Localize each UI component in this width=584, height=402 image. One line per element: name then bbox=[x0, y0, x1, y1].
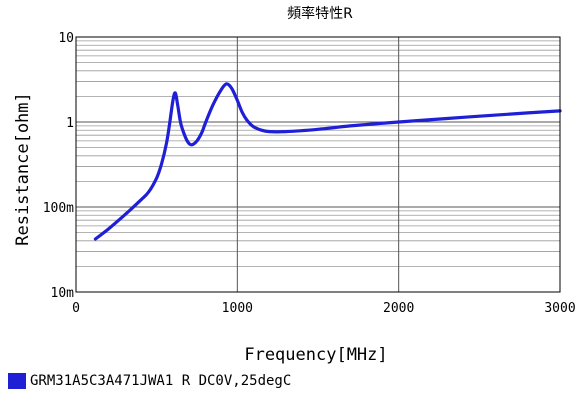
plot-frame bbox=[75, 36, 561, 293]
y-axis-label: Resistance[ohm] bbox=[13, 92, 33, 246]
legend-label: GRM31A5C3A471JWA1 R DC0V,25degC bbox=[30, 373, 292, 389]
y-tick-label: 1 bbox=[66, 116, 74, 131]
series-layer bbox=[93, 82, 562, 241]
x-tick-label: 0 bbox=[72, 301, 80, 316]
plot-area bbox=[75, 36, 561, 293]
tick-labels: 0 1000 2000 3000 10m 100m 1 10 bbox=[43, 31, 576, 316]
y-tick-label: 10m bbox=[51, 286, 75, 301]
x-axis-label: Frequency[MHz] bbox=[244, 345, 387, 365]
chart-title: 頻率特性R bbox=[287, 5, 353, 22]
x-tick-label: 1000 bbox=[222, 301, 253, 316]
legend: GRM31A5C3A471JWA1 R DC0V,25degC bbox=[8, 373, 291, 389]
y-tick-label: 10 bbox=[58, 31, 74, 46]
series-line bbox=[93, 82, 562, 241]
x-tick-label: 3000 bbox=[544, 301, 575, 316]
y-tick-label: 100m bbox=[43, 201, 74, 216]
x-tick-label: 2000 bbox=[383, 301, 414, 316]
legend-swatch bbox=[8, 373, 26, 389]
